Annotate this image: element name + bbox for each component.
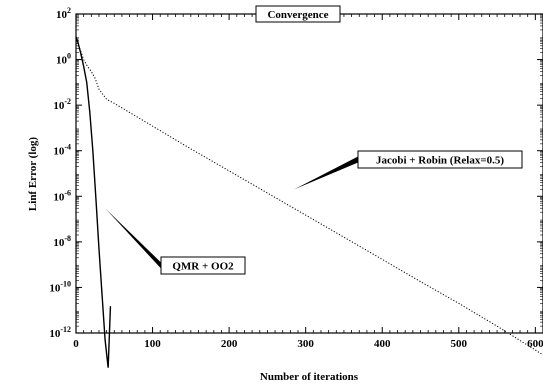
x-tick-label: 500: [451, 338, 468, 350]
plot-frame: [76, 14, 543, 333]
annotation-leader: [294, 157, 358, 190]
y-tick-label: 10-2: [53, 97, 71, 112]
x-tick-label: 200: [221, 338, 238, 350]
x-tick-label: 0: [73, 338, 79, 350]
x-tick-labels: 0 100 200 300 400 500 600: [73, 338, 543, 350]
x-tick-label: 400: [374, 338, 391, 350]
annotation-leader: [105, 208, 161, 268]
chart-title: Convergence: [267, 9, 328, 21]
y-tick-label: 102: [56, 6, 71, 21]
series-jacobi-robin-line: [76, 37, 543, 355]
x-tick-label: 600: [527, 338, 543, 350]
axis-ticks: [76, 14, 543, 333]
plot-area-border: [76, 14, 543, 333]
y-tick-label: 100: [56, 52, 71, 67]
y-tick-labels: 102 100 10-2 10-4 10-6 10-8 10-10 10-12: [49, 6, 71, 340]
y-tick-label: 10-12: [49, 325, 71, 340]
series-layer: [76, 37, 543, 368]
series-qmr-oo2-line: [76, 37, 110, 368]
annotations: QMR + OO2 Jacobi + Robin (Relax=0.5): [105, 151, 522, 274]
y-tick-label: 10-10: [49, 279, 71, 294]
annotation-jacobi-robin: Jacobi + Robin (Relax=0.5): [294, 151, 522, 189]
x-axis-title: Number of iterations: [260, 371, 359, 383]
x-tick-label: 300: [297, 338, 314, 350]
annotation-qmr-oo2: QMR + OO2: [105, 208, 245, 274]
y-tick-label: 10-6: [53, 188, 71, 203]
y-axis-title: Linf Error (log): [27, 137, 39, 211]
annotation-label: QMR + OO2: [172, 261, 234, 273]
x-tick-label: 100: [144, 338, 161, 350]
y-tick-label: 10-4: [53, 143, 71, 158]
y-tick-label: 10-8: [53, 234, 71, 249]
chart-title-box: Convergence: [256, 6, 340, 22]
annotation-label: Jacobi + Robin (Relax=0.5): [376, 155, 504, 167]
